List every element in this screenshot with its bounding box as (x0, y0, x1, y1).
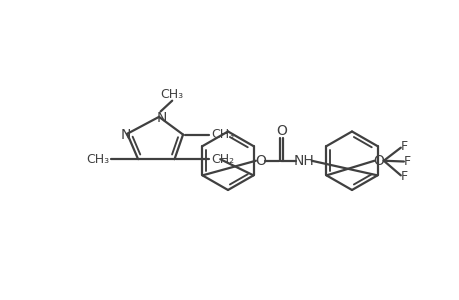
Text: CH₃: CH₃ (86, 153, 109, 166)
Text: CH₂: CH₂ (211, 153, 234, 166)
Text: F: F (403, 155, 410, 168)
Text: NH: NH (293, 154, 313, 168)
Text: N: N (156, 111, 166, 124)
Text: O: O (373, 154, 384, 168)
Text: N: N (120, 128, 131, 142)
Text: CH₃: CH₃ (160, 88, 183, 101)
Text: O: O (255, 154, 265, 168)
Text: F: F (400, 170, 408, 183)
Text: O: O (275, 124, 286, 139)
Text: CH₃: CH₃ (211, 128, 234, 141)
Text: F: F (400, 140, 408, 153)
